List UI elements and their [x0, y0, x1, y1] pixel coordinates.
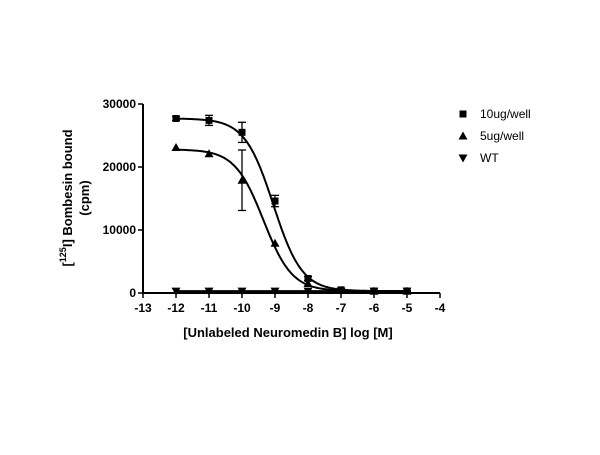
legend-marker [458, 131, 468, 140]
data-point [238, 128, 246, 136]
series-triangle-up [171, 142, 412, 295]
x-tick-label: -6 [369, 301, 380, 315]
data-point [204, 149, 214, 158]
data-point [402, 287, 412, 296]
data-point [369, 287, 379, 296]
data-point [237, 175, 247, 184]
legend-label: 10ug/well [480, 107, 531, 121]
y-axis-title-bracket: [ [60, 262, 75, 267]
x-tick-label: -13 [134, 301, 152, 315]
x-tick-label: -4 [435, 301, 446, 315]
series-square [172, 114, 411, 295]
legend-label: 5ug/well [480, 129, 524, 143]
x-axis-title: [Unlabeled Neuromedin B] log [M] [183, 325, 392, 340]
legend-marker [458, 154, 468, 163]
y-axis-title-suffix: I] Bombesin bound [60, 129, 75, 247]
x-tick-label: -10 [233, 301, 251, 315]
data-point [171, 287, 181, 296]
y-axis-title-line1: [125I] Bombesin bound [58, 129, 75, 266]
fit-curve [176, 117, 406, 293]
legend-label: WT [480, 151, 499, 165]
legend-item: 10ug/well [459, 107, 531, 121]
y-tick-label: 30000 [103, 97, 137, 111]
data-point [303, 279, 313, 288]
data-point [171, 142, 181, 151]
x-tick-label: -8 [303, 301, 314, 315]
data-point [204, 287, 214, 296]
data-point [271, 197, 279, 205]
data-point [172, 114, 180, 122]
legend-marker [459, 110, 467, 118]
data-point [270, 287, 280, 296]
y-tick-label: 0 [129, 286, 136, 300]
y-tick-label: 10000 [103, 223, 137, 237]
y-axis-title-superscript: 125 [58, 247, 68, 262]
x-tick-label: -9 [270, 301, 281, 315]
x-tick-label: -7 [336, 301, 347, 315]
legend-item: WT [458, 151, 499, 165]
x-tick-label: -5 [402, 301, 413, 315]
x-tick-label: -12 [167, 301, 185, 315]
fit-curve [176, 148, 406, 293]
y-axis-title: [125I] Bombesin bound (cpm) [58, 129, 92, 266]
data-point [303, 287, 313, 296]
data-point [304, 275, 312, 283]
legend-item: 5ug/well [458, 129, 524, 143]
x-tick-label: -11 [201, 301, 218, 315]
series-triangle-down [171, 287, 412, 296]
y-axis-title-line2: (cpm) [77, 180, 92, 215]
data-point [205, 116, 213, 124]
data-point [237, 287, 247, 296]
data-point [336, 287, 346, 296]
y-tick-label: 20000 [103, 160, 137, 174]
data-point [270, 238, 280, 247]
